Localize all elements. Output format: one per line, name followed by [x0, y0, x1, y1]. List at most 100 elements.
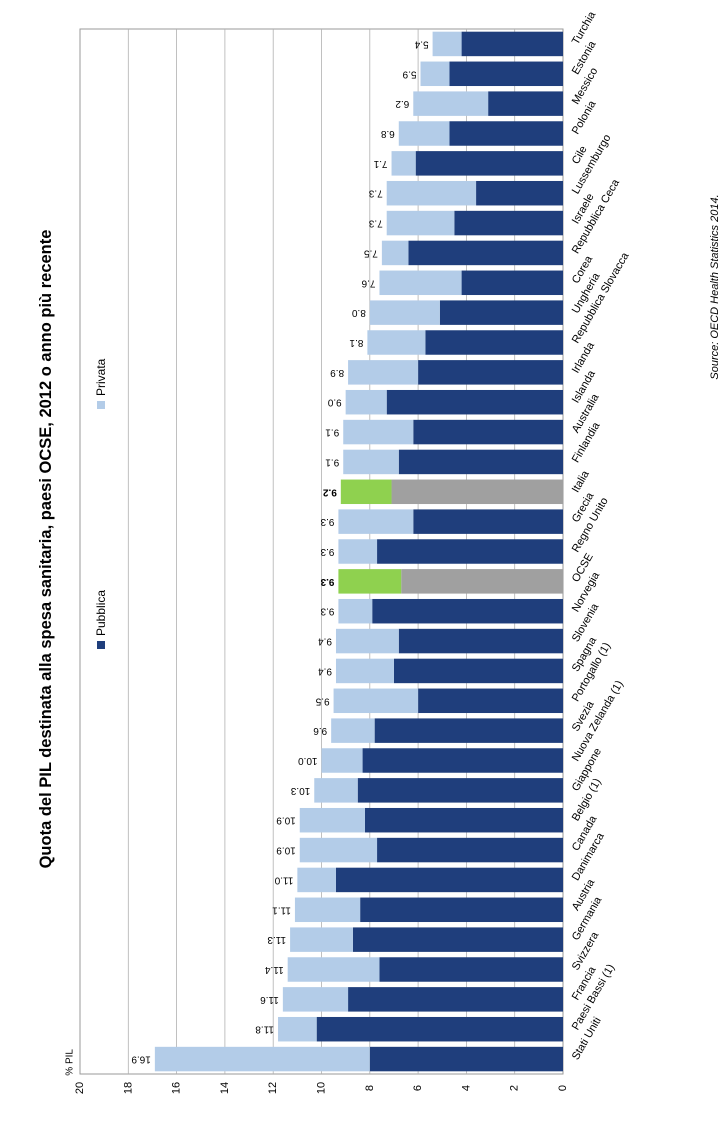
axis-tick-label: 20 [74, 1082, 86, 1094]
legend-swatch [97, 401, 105, 409]
total-value-label: 7.5 [364, 247, 378, 258]
bar-public [488, 91, 564, 116]
bar-public [425, 330, 563, 355]
total-value-label: 6.8 [380, 128, 394, 139]
bar-public [362, 748, 563, 773]
total-value-label: 9.5 [315, 695, 329, 706]
bar-public [476, 180, 563, 206]
axis-unit-label: % PIL [65, 1049, 76, 1076]
total-value-labels: 16.9 11.8 11.6 11.4 11.3 11.1 11.0 10.9 10.9 10.3… [131, 38, 429, 1064]
bar-private [381, 240, 409, 266]
bar-private [154, 1046, 370, 1072]
axis-tick-label: 4 [460, 1085, 472, 1091]
bar-public [393, 658, 564, 684]
bar-private [348, 360, 419, 385]
bar-private [282, 987, 349, 1012]
bar-public [372, 598, 563, 624]
total-value-label: 9.2 [322, 486, 336, 497]
bar-private [340, 479, 392, 505]
total-value-label: 5.4 [414, 38, 428, 49]
bar-public [352, 927, 563, 952]
total-value-label: 9.1 [325, 456, 339, 467]
total-value-label: 9.4 [318, 665, 332, 676]
bar-private [333, 688, 419, 714]
bars [154, 31, 564, 1072]
legend-label: Privata [94, 358, 108, 396]
category-label: Turchia [570, 9, 599, 47]
bar-public [418, 360, 563, 385]
total-value-label: 11.8 [255, 1024, 274, 1035]
total-value-label: 8.1 [349, 337, 363, 348]
total-value-label: 6.2 [395, 98, 409, 109]
bar-public [461, 31, 564, 57]
total-value-label: 7.1 [373, 158, 387, 169]
bar-public [418, 688, 563, 714]
category-label: Italia [570, 468, 592, 495]
axis-tick-label: 14 [219, 1082, 231, 1094]
total-value-label: 9.1 [325, 427, 339, 438]
bar-private [299, 807, 365, 833]
bar-public [413, 509, 563, 534]
bar-public [364, 807, 563, 833]
bar-public [377, 837, 564, 863]
total-value-label: 5.9 [402, 68, 416, 79]
bar-private [321, 748, 363, 773]
bar-public [374, 718, 563, 743]
total-value-label: 11.0 [274, 874, 293, 885]
axis-tick-label: 8 [364, 1085, 376, 1091]
bar-public [449, 121, 563, 146]
total-value-label: 9.3 [320, 576, 334, 587]
bar-public [401, 569, 563, 594]
total-value-label: 7.6 [361, 277, 375, 288]
bar-private [369, 300, 440, 325]
bar-private [398, 121, 450, 146]
bar-private [386, 180, 477, 206]
total-value-label: 11.6 [260, 994, 279, 1005]
total-value-label: 9.3 [320, 606, 334, 617]
total-value-label: 7.3 [368, 188, 382, 199]
total-value-label: 9.3 [320, 516, 334, 527]
bar-private [413, 91, 489, 116]
bar-private [391, 151, 416, 176]
total-value-label: 10.9 [276, 815, 296, 826]
bar-private [278, 1016, 317, 1042]
bar-public [335, 867, 563, 893]
bar-public [408, 240, 563, 266]
bar-private [338, 539, 378, 564]
total-value-label: 9.3 [320, 546, 334, 557]
bar-private [432, 31, 462, 57]
bar-private [338, 509, 414, 534]
bar-private [299, 837, 378, 863]
total-value-label: 11.1 [272, 904, 291, 915]
bar-private [314, 778, 358, 803]
total-value-label: 11.4 [265, 964, 284, 975]
bar-public [415, 151, 563, 176]
total-value-label: 9.6 [313, 725, 327, 736]
axis-tick-label: 6 [412, 1085, 424, 1091]
bar-private [335, 628, 399, 654]
axis-tick-label: 10 [316, 1082, 328, 1094]
axis-tick-label: 12 [267, 1082, 279, 1094]
bar-private [386, 210, 455, 236]
total-value-label: 16.9 [131, 1054, 151, 1065]
bar-public [369, 1046, 563, 1072]
category-label: Irlanda [570, 339, 598, 375]
bar-public [398, 628, 563, 654]
bar-private [345, 389, 387, 415]
bar-public [391, 479, 563, 505]
bar-private [331, 718, 375, 743]
total-value-label: 10.0 [298, 755, 318, 766]
total-value-label: 9.4 [318, 636, 332, 647]
bar-public [439, 300, 563, 325]
bar-private [343, 419, 414, 445]
bar-public [357, 778, 563, 803]
total-value-label: 8.0 [351, 307, 365, 318]
axis-tick-label: 16 [171, 1082, 183, 1094]
bar-public [377, 539, 564, 564]
legend: Pubblica Privata [94, 358, 108, 649]
source-note: Source: OECD Health Statistics 2014. [709, 194, 721, 379]
bar-private [379, 270, 462, 296]
bar-private [287, 957, 380, 982]
